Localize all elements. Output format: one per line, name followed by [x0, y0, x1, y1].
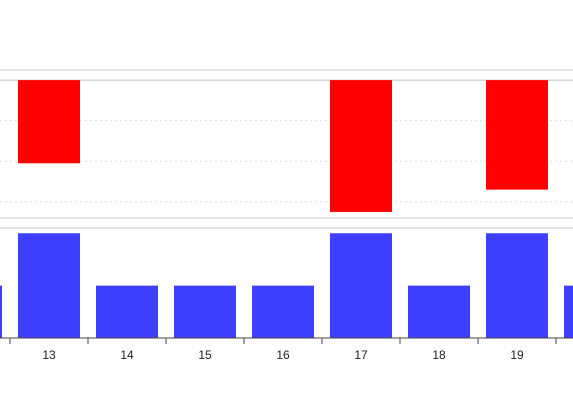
bar: [18, 80, 80, 164]
x-tick-label: 16: [276, 348, 290, 362]
x-tick-label: 19: [510, 348, 524, 362]
bar: [330, 80, 392, 212]
x-tick-label: 17: [354, 348, 368, 362]
bar: [486, 233, 548, 338]
x-tick-label: 18: [432, 348, 446, 362]
bar: [330, 233, 392, 338]
bar: [96, 285, 158, 338]
x-tick-label: 13: [42, 348, 56, 362]
bar: [486, 80, 548, 190]
bar: [408, 285, 470, 338]
bar: [252, 285, 314, 338]
bar: [18, 233, 80, 338]
x-tick-label: 14: [120, 348, 134, 362]
bar: [564, 285, 573, 338]
x-tick-label: 15: [198, 348, 212, 362]
bar: [0, 285, 2, 338]
bar: [174, 285, 236, 338]
